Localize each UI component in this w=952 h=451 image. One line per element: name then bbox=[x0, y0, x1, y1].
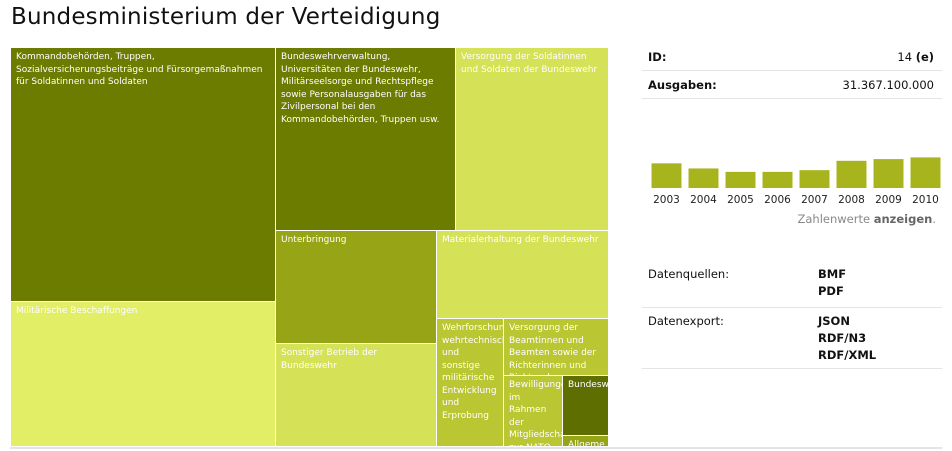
show-values-line: Zahlenwerte anzeigen. bbox=[798, 212, 937, 226]
id-value: 14 (e) bbox=[897, 50, 934, 64]
year-tick-label: 2003 bbox=[653, 194, 680, 206]
export-link-rdf-n3[interactable]: RDF/N3 bbox=[818, 331, 867, 345]
show-values-tail: . bbox=[932, 212, 936, 226]
show-values-link[interactable]: anzeigen bbox=[873, 212, 933, 226]
treemap-cell-label: Bundeswehrverwaltung, Universitäten der … bbox=[281, 52, 440, 125]
treemap-cell-kommandobehoerden[interactable]: Kommandobehörden, Truppen, Sozialversich… bbox=[10, 47, 276, 302]
year-tick-label: 2004 bbox=[690, 194, 717, 206]
budget-treemap: Kommandobehörden, Truppen, Sozialversich… bbox=[10, 47, 609, 447]
treemap-cell-versorgung-beamte[interactable]: Versorgung der Beamtinnen und Beamten so… bbox=[503, 318, 609, 376]
export-link-json[interactable]: JSON bbox=[818, 314, 850, 328]
treemap-cell-nato-bewilligungen[interactable]: Bewilligungen im Rahmen der Mitgliedscha… bbox=[503, 375, 563, 447]
yearly-spending-chart: 2003 2004 2005 2006 2007 2008 2009 2010 bbox=[651, 157, 941, 206]
treemap-cell-label: Sonstiger Betrieb der Bundeswehr bbox=[281, 348, 377, 371]
year-tick-label: 2006 bbox=[764, 194, 791, 206]
id-label: ID: bbox=[648, 50, 667, 64]
treemap-cell-label: Wehrforschung, wehrtechnische und sonsti… bbox=[442, 323, 504, 421]
source-link-pdf[interactable]: PDF bbox=[818, 284, 844, 298]
id-row: ID: 14 (e) bbox=[642, 42, 942, 71]
year-bar-2005[interactable] bbox=[725, 171, 756, 188]
datenquellen-label: Datenquellen: bbox=[648, 267, 730, 281]
show-values-text: Zahlenwerte bbox=[797, 212, 871, 226]
year-tick-label: 2010 bbox=[912, 194, 939, 206]
ausgaben-value: 31.367.100.000 bbox=[842, 78, 934, 92]
treemap-cell-wehrforschung[interactable]: Wehrforschung, wehrtechnische und sonsti… bbox=[436, 318, 504, 447]
treemap-cell-allgemeine[interactable]: Allgeme bbox=[562, 435, 609, 447]
treemap-cell-unterbringung[interactable]: Unterbringung bbox=[275, 230, 437, 344]
datenexport-label: Datenexport: bbox=[648, 314, 724, 328]
year-bar-2006[interactable] bbox=[762, 171, 793, 188]
datenquellen-list: BMF PDF bbox=[818, 266, 846, 300]
source-link-bmf[interactable]: BMF bbox=[818, 267, 847, 281]
bottom-divider bbox=[10, 447, 942, 449]
year-bar-2010[interactable] bbox=[910, 157, 941, 188]
treemap-cell-label: Militärische Beschaffungen bbox=[16, 306, 138, 316]
treemap-cell-bundeswehrverwaltung[interactable]: Bundeswehrverwaltung, Universitäten der … bbox=[275, 47, 456, 231]
year-bar-2007[interactable] bbox=[799, 170, 830, 188]
treemap-cell-label: Allgeme bbox=[568, 440, 605, 447]
year-tick-label: 2008 bbox=[838, 194, 865, 206]
datenquellen-row: Datenquellen: BMF PDF bbox=[642, 262, 942, 308]
treemap-cell-label: Kommandobehörden, Truppen, Sozialversich… bbox=[16, 52, 263, 87]
year-tick-label: 2007 bbox=[801, 194, 828, 206]
treemap-cell-label: Bewilligungen im Rahmen der Mitgliedscha… bbox=[509, 380, 562, 446]
ausgaben-label: Ausgaben: bbox=[648, 78, 717, 92]
year-bar-2008[interactable] bbox=[836, 160, 867, 188]
ausgaben-row: Ausgaben: 31.367.100.000 bbox=[642, 71, 942, 99]
year-bar-2004[interactable] bbox=[688, 168, 719, 188]
id-suffix: (e) bbox=[915, 50, 934, 64]
page-title: Bundesministerium der Verteidigung bbox=[11, 4, 441, 30]
year-tick-label: 2005 bbox=[727, 194, 754, 206]
year-bar-2003[interactable] bbox=[651, 163, 682, 188]
treemap-cell-versorgung-soldaten[interactable]: Versorgung der Soldatinnen und Soldaten … bbox=[455, 47, 609, 231]
treemap-cell-label: Versorgung der Soldatinnen und Soldaten … bbox=[461, 52, 598, 75]
year-bar-2009[interactable] bbox=[873, 159, 904, 188]
treemap-cell-label: Unterbringung bbox=[281, 235, 347, 245]
treemap-cell-sonstiger-betrieb[interactable]: Sonstiger Betrieb der Bundeswehr bbox=[275, 343, 437, 447]
treemap-cell-militaerische-beschaffungen[interactable]: Militärische Beschaffungen bbox=[10, 301, 276, 447]
export-link-rdf-xml[interactable]: RDF/XML bbox=[818, 348, 877, 362]
treemap-cell-materialerhaltung[interactable]: Materialerhaltung der Bundeswehr bbox=[436, 230, 609, 319]
treemap-cell-label: Materialerhaltung der Bundeswehr bbox=[442, 235, 599, 245]
treemap-cell-label: Bundesw bbox=[568, 380, 609, 390]
datenexport-list: JSON RDF/N3 RDF/XML bbox=[818, 313, 876, 364]
id-number: 14 bbox=[897, 50, 913, 64]
treemap-cell-bundeswehr-small[interactable]: Bundesw bbox=[562, 375, 609, 436]
datenexport-row: Datenexport: JSON RDF/N3 RDF/XML bbox=[642, 308, 942, 369]
year-tick-label: 2009 bbox=[875, 194, 902, 206]
treemap-cell-label: Versorgung der Beamtinnen und Beamten so… bbox=[509, 323, 597, 375]
